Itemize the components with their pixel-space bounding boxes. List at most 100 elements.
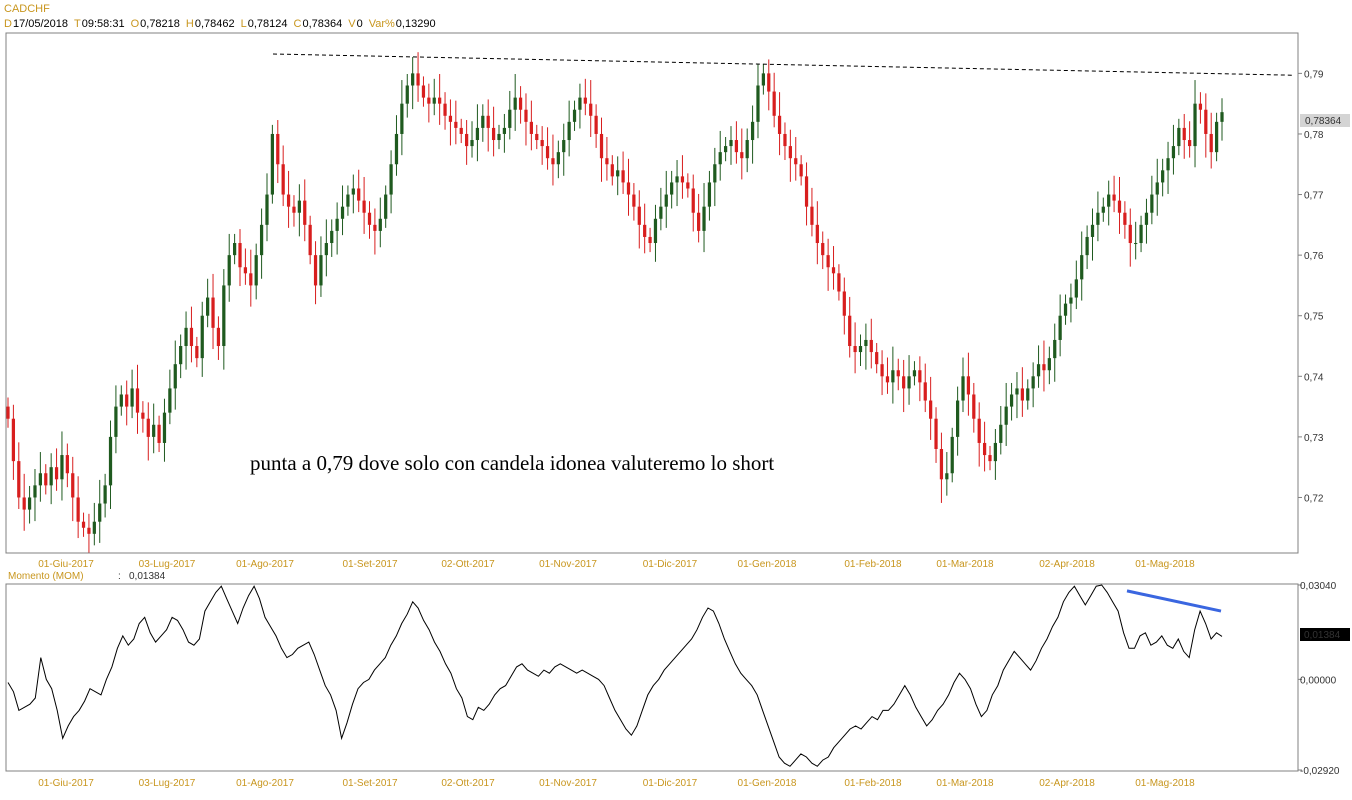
- candle-body-129: [702, 206, 706, 231]
- candle-body-161: [875, 352, 879, 365]
- header-key-3: H: [186, 18, 194, 30]
- header-key-0: D: [4, 18, 12, 30]
- candle-body-220: [1193, 103, 1197, 147]
- price-date-label-9: 01-Mar-2018: [936, 559, 994, 570]
- candle-body-172: [934, 418, 938, 450]
- price-date-label-2: 01-Ago-2017: [236, 559, 294, 570]
- candle-body-92: [502, 127, 507, 134]
- candle-body-39: [216, 327, 221, 347]
- last-price-label: 0,78364: [1305, 116, 1342, 127]
- momentum-value-tag: [1300, 628, 1350, 641]
- candle-body-31: [173, 364, 177, 389]
- candle-body-169: [918, 370, 922, 383]
- candle-body-127: [691, 188, 695, 213]
- candle-body-94: [513, 97, 517, 110]
- candle-body-106: [578, 97, 582, 110]
- candle-body-30: [168, 388, 172, 413]
- candle-body-153: [831, 267, 836, 274]
- candle-body-101: [551, 158, 555, 165]
- candle-body-8: [49, 467, 53, 486]
- candle-body-125: [680, 176, 685, 183]
- candle-body-112: [610, 164, 614, 177]
- candle-body-219: [1188, 140, 1192, 147]
- candle-body-91: [497, 133, 501, 141]
- momentum-date-label-7: 01-Gen-2018: [738, 778, 797, 789]
- candle-body-173: [939, 449, 944, 480]
- candle-body-185: [1004, 406, 1008, 425]
- candle-body-197: [1069, 297, 1073, 304]
- candle-body-183: [993, 442, 998, 462]
- candle-body-175: [950, 436, 954, 474]
- candle-body-85: [465, 133, 469, 147]
- candle-body-0: [6, 406, 10, 419]
- candle-body-119: [648, 236, 652, 244]
- candle-body-95: [518, 97, 523, 110]
- momentum-date-axis: 01-Giu-2017 03-Lug-2017 01-Ago-2017 01-Set-…: [38, 778, 1195, 789]
- candle-body-17: [98, 503, 102, 522]
- candle-body-116: [632, 194, 636, 207]
- candle-body-138: [750, 121, 755, 141]
- candle-body-89: [486, 115, 490, 128]
- header-key-4: L: [241, 18, 247, 30]
- price-tick-label-7: 0,72: [1304, 493, 1324, 504]
- candle-body-225: [1220, 112, 1224, 122]
- candle-body-206: [1117, 200, 1122, 213]
- header-value-3: 0,78462: [195, 18, 235, 30]
- candle-body-58: [319, 255, 323, 286]
- candle-body-48: [265, 194, 269, 225]
- price-panel: [5, 32, 1299, 554]
- candle-body-131: [713, 164, 717, 183]
- candle-body-73: [400, 103, 404, 134]
- candle-body-154: [837, 273, 841, 292]
- candle-body-52: [286, 194, 291, 207]
- candle-body-34: [189, 327, 194, 347]
- candle-body-40: [222, 285, 226, 347]
- momentum-axis: 0,03040 0,00000 -0,02920: [1298, 581, 1340, 777]
- candle-body-141: [767, 73, 771, 92]
- candle-body-149: [810, 206, 814, 225]
- candle-body-215: [1166, 158, 1170, 171]
- momentum-date-label-4: 02-Ott-2017: [441, 778, 495, 789]
- candle-body-9: [54, 467, 59, 480]
- header-key-2: O: [131, 18, 140, 30]
- price-tick-label-1: 0,78: [1304, 130, 1324, 141]
- candle-body-179: [972, 394, 976, 419]
- candle-body-174: [945, 473, 949, 480]
- candle-body-67: [367, 212, 372, 225]
- momentum-date-label-11: 01-Mag-2018: [1135, 778, 1195, 789]
- candle-body-26: [146, 418, 150, 437]
- candle-body-75: [411, 73, 415, 86]
- candle-body-20: [114, 406, 118, 437]
- momentum-value-label: 0,01384: [1304, 630, 1341, 641]
- candle-body-126: [686, 182, 690, 189]
- candle-body-63: [346, 194, 350, 207]
- momentum-line: [7, 584, 1223, 767]
- candle-body-134: [729, 140, 733, 147]
- price-axis: 0,79 0,78 0,77 0,76 0,75 0,74 0,73 0,72: [1298, 69, 1324, 504]
- candle-body-12: [71, 473, 75, 498]
- price-tick-label-6: 0,73: [1304, 433, 1324, 444]
- candle-body-62: [340, 206, 345, 219]
- candle-body-33: [184, 327, 188, 347]
- candle-body-178: [966, 376, 971, 395]
- candle-body-100: [545, 146, 550, 159]
- candle-body-47: [259, 224, 264, 256]
- candle-body-53: [292, 206, 296, 213]
- candle-body-113: [616, 170, 620, 177]
- candle-body-10: [60, 455, 64, 480]
- candle-body-2: [17, 461, 21, 498]
- candle-body-98: [535, 133, 539, 141]
- price-candles: [6, 52, 1224, 553]
- candle-body-191: [1036, 364, 1041, 377]
- candle-body-111: [605, 158, 609, 165]
- candle-body-147: [799, 164, 803, 177]
- candle-body-83: [454, 121, 458, 128]
- candle-body-165: [896, 370, 900, 377]
- candle-body-82: [448, 115, 453, 122]
- price-date-label-4: 02-Ott-2017: [441, 559, 495, 570]
- price-date-label-5: 01-Nov-2017: [539, 559, 597, 570]
- candle-body-45: [249, 273, 253, 286]
- symbol-title: CADCHF: [4, 3, 50, 15]
- candle-body-124: [675, 176, 679, 183]
- candle-body-121: [659, 206, 663, 219]
